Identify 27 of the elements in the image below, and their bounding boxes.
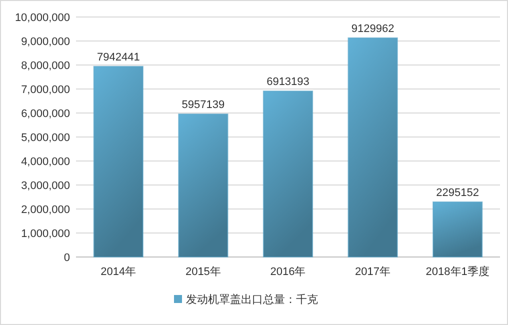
x-tick-label: 2018年1季度	[426, 265, 490, 278]
bar	[348, 37, 398, 258]
y-tick-label: 5,000,000	[21, 132, 70, 144]
bar	[432, 201, 483, 258]
x-tick-label: 2014年	[100, 266, 136, 278]
y-tick-label: 2,000,000	[21, 204, 70, 216]
data-label: 7942441	[96, 51, 140, 64]
legend-label: 发动机罩盖出口总量：千克	[186, 293, 318, 306]
y-tick-label: 10,000,000	[14, 12, 70, 24]
bar	[178, 114, 228, 258]
data-label: 6913193	[266, 76, 310, 88]
bar	[93, 66, 144, 258]
y-tick-label: 4,000,000	[21, 156, 70, 168]
y-tick-label: 9,000,000	[21, 36, 70, 48]
x-tick-label: 2016年	[270, 266, 306, 278]
bar	[262, 90, 314, 258]
y-tick-label: 8,000,000	[21, 60, 70, 72]
y-tick-label: 1,000,000	[21, 228, 70, 240]
y-tick-label: 7,000,000	[21, 84, 70, 96]
data-label: 9129962	[351, 22, 394, 35]
x-tick-label: 2015年	[185, 266, 221, 278]
data-label: 2295152	[436, 186, 480, 199]
data-label: 5957139	[182, 99, 225, 112]
x-tick-label: 2017年	[355, 266, 391, 278]
y-tick-label: 3,000,000	[21, 180, 70, 192]
y-tick-label: 6,000,000	[21, 108, 70, 120]
y-tick-label: 0	[64, 252, 70, 264]
